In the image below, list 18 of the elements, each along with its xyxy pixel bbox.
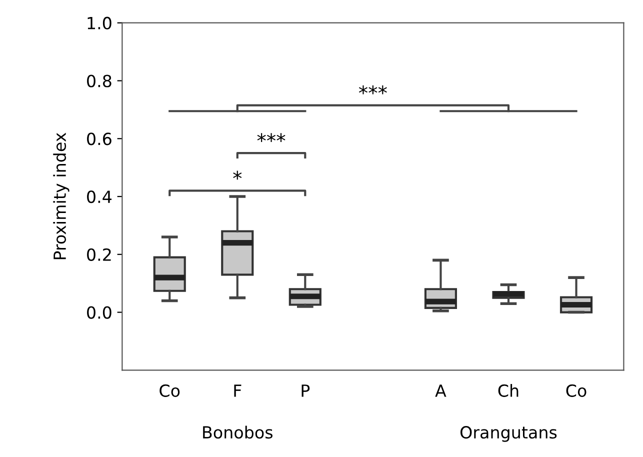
x-tick-label: F (234, 384, 242, 397)
y-tick-label: 1.0 (88, 16, 112, 30)
y-tick-label: 0.2 (87, 248, 111, 261)
y-tick-label: 0.6 (87, 132, 112, 146)
x-tick-label: Co (160, 384, 180, 397)
x-tick-label: P (302, 384, 310, 397)
x-tick-label: Ch (498, 384, 518, 397)
x-tick-label: A (435, 384, 446, 397)
annotation: * (233, 170, 242, 180)
y-axis-title: Proximity index (53, 132, 70, 260)
x-tick-label: Co (566, 384, 586, 397)
y-tick-label: 0.0 (87, 306, 112, 319)
annotation: *** (358, 85, 387, 94)
annotation: *** (257, 133, 286, 142)
text: Orangutans (460, 426, 557, 442)
y-tick-label: 0.4 (87, 190, 112, 204)
text: Bonobos (203, 426, 272, 439)
y-tick-label: 0.8 (87, 74, 112, 88)
